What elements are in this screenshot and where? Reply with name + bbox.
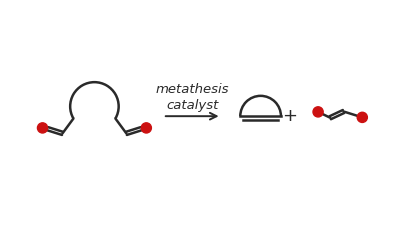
Circle shape [313,107,323,117]
Text: catalyst: catalyst [166,99,218,112]
Circle shape [141,123,151,133]
Circle shape [38,123,48,133]
Circle shape [357,112,367,123]
Text: metathesis: metathesis [156,83,229,96]
Text: +: + [282,107,297,125]
